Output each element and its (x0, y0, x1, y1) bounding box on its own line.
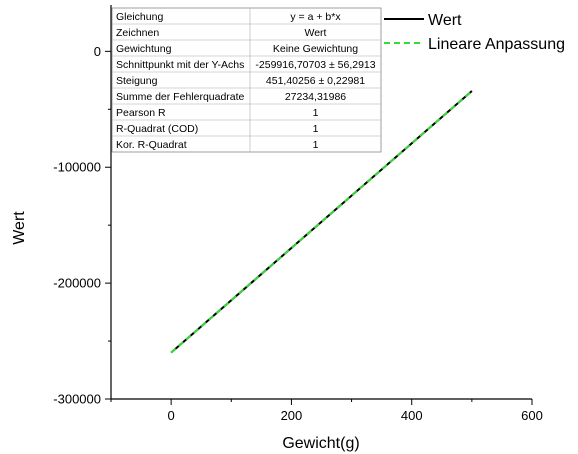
stats-key: Steigung (116, 75, 158, 87)
stats-key: R-Quadrat (COD) (116, 123, 198, 135)
axes (110, 5, 532, 400)
stats-key: Pearson R (116, 107, 166, 119)
y-ticks: 0 -100000 -200000 -300000 (53, 44, 111, 407)
stats-key: Zeichnen (116, 27, 159, 39)
stats-key: Gleichung (116, 11, 163, 23)
stats-value: 27234,31986 (285, 91, 346, 103)
legend-label: Wert (428, 12, 462, 29)
x-tick-label: 0 (168, 408, 175, 423)
stats-value: Wert (305, 27, 327, 39)
legend-label: Lineare Anpassung (428, 36, 565, 53)
stats-value: 1 (313, 123, 319, 135)
x-ticks: 0 200 400 600 (110, 399, 543, 423)
x-tick-label: 200 (281, 408, 303, 423)
stats-value: Keine Gewichtung (273, 43, 358, 55)
y-axis-title: Wert (11, 211, 28, 245)
x-tick-label: 400 (401, 408, 423, 423)
stats-key: Gewichtung (116, 43, 172, 55)
x-tick-label: 600 (521, 408, 543, 423)
stats-value: 451,40256 ± 0,22981 (266, 75, 365, 87)
plot-area (170, 90, 473, 354)
x-axis-title: Gewicht(g) (282, 435, 359, 452)
stats-key: Schnittpunkt mit der Y-Achs (116, 59, 244, 71)
series-line-lineare-anpassung (170, 90, 473, 354)
stats-table: Gleichung y = a + b*x Zeichnen Wert Gewichtu… (111, 7, 382, 153)
stats-value: -259916,70703 ± 56,2913 (255, 59, 375, 71)
y-tick-label: 0 (94, 44, 101, 59)
y-tick-label: -100000 (53, 160, 101, 175)
stats-value: y = a + b*x (290, 11, 341, 23)
stats-value: 1 (313, 139, 319, 151)
y-tick-label: -300000 (53, 392, 101, 407)
y-tick-label: -200000 (53, 276, 101, 291)
legend: Wert Lineare Anpassung (384, 12, 565, 53)
stats-key: Summe der Fehlerquadrate (116, 91, 245, 103)
stats-key: Kor. R-Quadrat (116, 139, 187, 151)
stats-table-frame (111, 7, 382, 153)
stats-value: 1 (313, 107, 319, 119)
